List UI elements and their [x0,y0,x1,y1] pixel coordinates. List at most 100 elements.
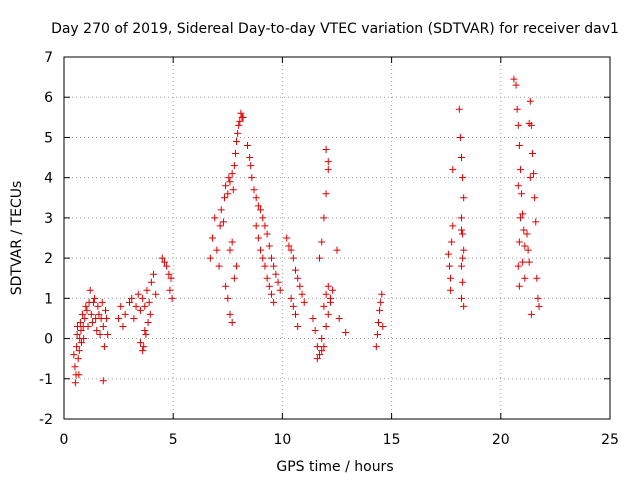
data-point [324,158,332,166]
data-point [143,286,151,294]
data-point [259,254,267,262]
x-tick-label: 15 [383,432,401,448]
data-point [447,274,455,282]
y-tick-label: 6 [44,90,53,106]
data-point [519,210,527,218]
data-point [294,322,302,330]
data-point [228,170,236,178]
chart-title: Day 270 of 2019, Sidereal Day-to-day VTE… [51,21,619,37]
y-tick-label: 3 [44,211,53,227]
data-point [168,294,176,302]
data-point [376,306,384,314]
data-point [150,270,158,278]
data-point [211,214,219,222]
data-point [76,318,84,326]
data-point [457,262,465,270]
data-point [215,262,223,270]
data-point [70,351,78,359]
data-point [261,222,269,230]
data-point [252,222,260,230]
plot-frame [63,56,611,420]
data-point [206,254,214,262]
data-point [521,274,529,282]
data-point [342,329,350,337]
data-point [313,355,321,363]
y-tick-label: 1 [44,291,53,307]
data-point [136,306,144,314]
data-point [298,290,306,298]
data-point [449,166,457,174]
data-point [459,230,467,238]
data-point [236,117,244,125]
data-point [252,194,260,202]
data-point [535,302,543,310]
data-point [265,242,273,250]
data-point [518,190,526,198]
data-point [226,310,234,318]
data-point [228,238,236,246]
data-point [100,343,108,351]
data-point [103,314,111,322]
data-point [213,246,221,254]
data-point [141,327,149,335]
y-tick-label: 7 [44,50,53,66]
data-point [130,314,138,322]
data-point [526,97,534,105]
data-point [217,206,225,214]
data-point [87,310,95,318]
data-point [257,206,265,214]
data-point [324,282,332,290]
data-point [329,286,337,294]
y-tick-label: 2 [44,251,53,267]
data-point [219,218,227,226]
data-point [531,194,539,202]
data-point [80,335,88,343]
data-point [139,347,147,355]
data-point [94,302,102,310]
data-point [516,214,524,222]
data-point [247,162,255,170]
data-point [320,343,328,351]
data-point [270,298,278,306]
data-point [71,363,79,371]
data-point [163,262,171,270]
data-point [292,310,300,318]
data-point [237,109,245,117]
data-point [145,298,153,306]
data-point [373,331,381,339]
data-point [318,347,326,355]
data-point [333,246,341,254]
data-point [250,186,258,194]
data-point [292,266,300,274]
data-point [75,347,83,355]
data-point [225,174,233,182]
data-point [516,166,524,174]
data-point [243,141,251,149]
data-point [377,298,385,306]
data-point [141,302,149,310]
x-tick-label: 20 [492,432,510,448]
data-point [83,306,91,314]
data-points [70,75,543,387]
data-point [77,327,85,335]
data-point [318,335,326,343]
data-point [263,230,271,238]
data-point [142,331,150,339]
data-point [512,81,520,89]
data-point [267,254,275,262]
data-point [459,254,467,262]
data-point [128,294,136,302]
data-point [81,314,89,322]
y-axis-label: SDTVAR / TECUs [9,181,25,296]
data-point [146,310,154,318]
data-point [510,75,518,83]
data-point [514,121,522,129]
data-point [372,343,380,351]
data-point [459,174,467,182]
data-point [228,318,236,326]
data-point [520,226,528,234]
data-point [456,133,464,141]
axis-ticks [63,56,611,420]
data-point [224,190,232,198]
